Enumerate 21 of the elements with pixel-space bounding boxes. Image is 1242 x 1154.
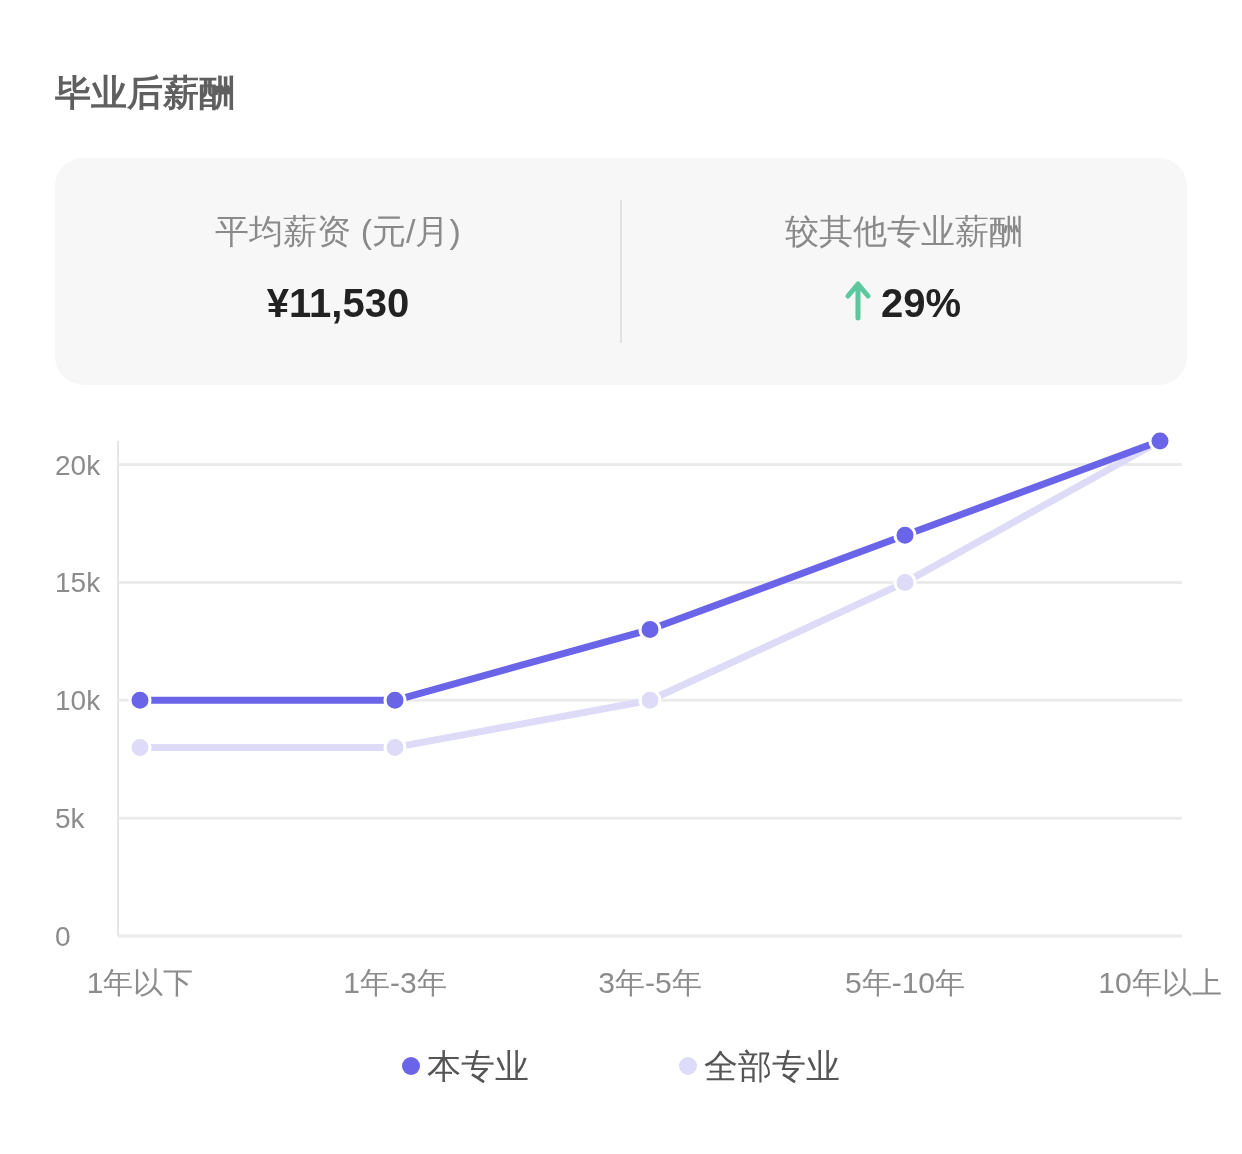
- legend-label: 全部专业: [704, 1047, 840, 1085]
- x-tick-label: 1年以下: [86, 966, 194, 999]
- point: [383, 688, 407, 712]
- point: [638, 688, 662, 712]
- point: [893, 523, 917, 547]
- text: 毕业后薪酬: [54, 72, 235, 113]
- x-tick-label: 5年-10年: [844, 966, 966, 999]
- text: 29%: [880, 281, 962, 325]
- legend-label: 本专业: [427, 1047, 529, 1085]
- text: 较其他专业薪酬: [785, 212, 1023, 250]
- y-tick-label: 5k: [55, 803, 86, 835]
- text: 平均薪资 (元/月): [215, 212, 461, 250]
- y-tick-label: 20k: [55, 449, 102, 481]
- y-tick-label: 0: [55, 921, 71, 952]
- x-tick-label: 3年-5年: [598, 966, 702, 999]
- x-tick-label: 1年-3年: [343, 966, 447, 999]
- point: [128, 688, 152, 712]
- text: ¥11,530: [266, 281, 410, 325]
- x-tick-label: 10年以上: [1098, 966, 1222, 999]
- y-tick-label: 15k: [55, 567, 102, 599]
- y-tick-label: 10k: [55, 685, 102, 717]
